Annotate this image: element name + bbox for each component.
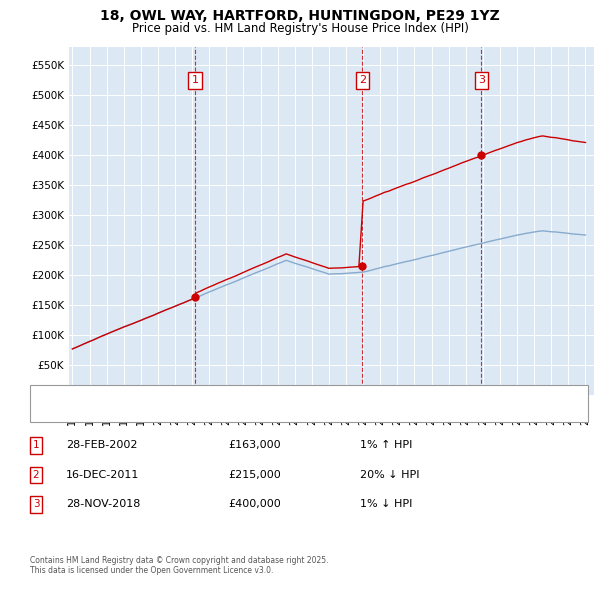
Text: 1: 1 — [191, 76, 199, 86]
Text: 18, OWL WAY, HARTFORD, HUNTINGDON, PE29 1YZ: 18, OWL WAY, HARTFORD, HUNTINGDON, PE29 … — [100, 9, 500, 23]
Text: 3: 3 — [32, 500, 40, 509]
Text: 28-FEB-2002: 28-FEB-2002 — [66, 441, 137, 450]
Text: £215,000: £215,000 — [228, 470, 281, 480]
Text: ——: —— — [39, 405, 64, 418]
Text: Contains HM Land Registry data © Crown copyright and database right 2025.
This d: Contains HM Land Registry data © Crown c… — [30, 556, 329, 575]
Text: 1: 1 — [32, 441, 40, 450]
Text: 18, OWL WAY, HARTFORD, HUNTINGDON, PE29 1YZ (detached house): 18, OWL WAY, HARTFORD, HUNTINGDON, PE29 … — [69, 390, 410, 400]
Text: 1% ↑ HPI: 1% ↑ HPI — [360, 441, 412, 450]
Text: £163,000: £163,000 — [228, 441, 281, 450]
Text: £400,000: £400,000 — [228, 500, 281, 509]
Text: 28-NOV-2018: 28-NOV-2018 — [66, 500, 140, 509]
Text: HPI: Average price, detached house, Huntingdonshire: HPI: Average price, detached house, Hunt… — [69, 407, 331, 417]
Text: 1% ↓ HPI: 1% ↓ HPI — [360, 500, 412, 509]
Text: 16-DEC-2011: 16-DEC-2011 — [66, 470, 139, 480]
Text: 2: 2 — [359, 76, 366, 86]
Text: ——: —— — [39, 389, 64, 402]
Text: 3: 3 — [478, 76, 485, 86]
Text: 2: 2 — [32, 470, 40, 480]
Text: Price paid vs. HM Land Registry's House Price Index (HPI): Price paid vs. HM Land Registry's House … — [131, 22, 469, 35]
Text: 20% ↓ HPI: 20% ↓ HPI — [360, 470, 419, 480]
